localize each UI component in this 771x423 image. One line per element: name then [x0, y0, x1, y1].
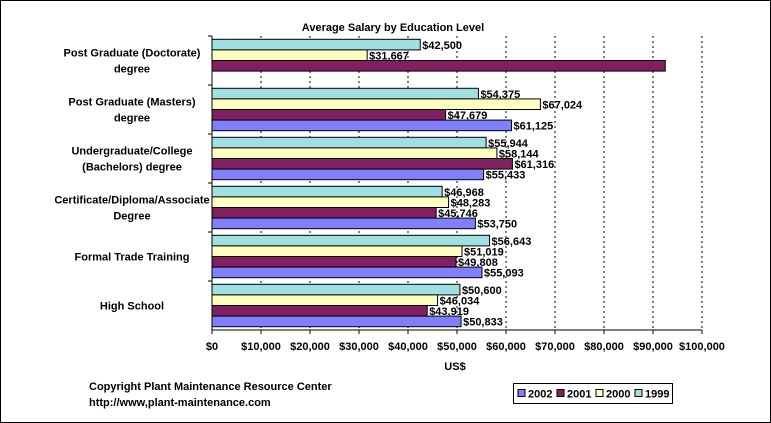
data-label: $42,500: [422, 40, 462, 52]
bar-1999: [211, 136, 487, 149]
data-label: $43,919: [429, 306, 469, 318]
copyright-text: Copyright Plant Maintenance Resource Cen…: [89, 381, 332, 393]
data-label: $48,283: [451, 198, 491, 210]
category-label: degree: [114, 113, 150, 125]
x-tick-label: $20,000: [290, 341, 330, 353]
legend-box: [513, 383, 673, 404]
x-tick-label: $50,000: [437, 341, 477, 353]
bar-1999: [211, 38, 421, 51]
data-label: $67,024: [542, 100, 583, 112]
data-label: $51,019: [464, 247, 504, 259]
category-label: Certificate/Diploma/Associate: [54, 195, 209, 207]
legend-swatch-1999: [634, 389, 643, 397]
x-tick-label: $30,000: [339, 341, 379, 353]
bar-2000: [211, 294, 439, 306]
bar-2000: [211, 49, 368, 62]
x-tick-label: $0: [206, 341, 218, 353]
bar-2002: [211, 217, 476, 230]
category-label: High School: [100, 301, 164, 313]
legend-swatch-2002: [517, 389, 526, 397]
category-label: Degree: [113, 211, 150, 223]
x-tick-label: $100,000: [679, 341, 725, 353]
bar-1999: [211, 234, 491, 247]
data-label: $50,833: [463, 317, 503, 329]
category-label: degree: [114, 64, 150, 76]
x-tick-label: $70,000: [535, 341, 575, 353]
bar-2002: [211, 119, 513, 132]
legend-label-2000: 2000: [606, 389, 630, 401]
bar-2002: [211, 315, 462, 328]
data-label: $55,093: [484, 268, 524, 280]
bar-2001: [211, 109, 447, 121]
data-label: $61,316: [514, 159, 554, 171]
legend-swatch-2001: [556, 389, 565, 397]
data-label: $49,808: [458, 257, 498, 269]
category-label: Undergraduate/College: [71, 146, 192, 158]
data-label: $45,746: [438, 208, 478, 220]
data-label: $46,968: [444, 187, 484, 199]
bar-1999: [211, 185, 443, 198]
bar-2001: [211, 207, 437, 219]
legend-label-2002: 2002: [528, 389, 552, 401]
data-label: $58,144: [499, 149, 540, 161]
x-tick-label: $60,000: [486, 341, 526, 353]
data-label: $53,750: [477, 219, 517, 231]
bar-1999: [211, 87, 479, 100]
data-label: $47,679: [448, 110, 488, 122]
legend-label-2001: 2001: [567, 389, 591, 401]
data-label: $54,375: [480, 89, 520, 101]
bar-1999: [211, 283, 461, 296]
x-tick-label: $40,000: [388, 341, 428, 353]
category-label: Post Graduate (Doctorate): [64, 48, 201, 60]
x-tick-label: $90,000: [633, 341, 673, 353]
data-label: $61,125: [514, 121, 554, 133]
legend-label-1999: 1999: [645, 389, 669, 401]
category-label: Formal Trade Training: [75, 252, 190, 264]
data-label: $55,944: [488, 138, 529, 150]
url-text: http://www,plant-maintenance.com: [89, 397, 271, 409]
bar-2002: [211, 168, 485, 181]
bar-2000: [211, 147, 498, 159]
legend-swatch-2000: [595, 389, 604, 397]
bar-2001: [211, 305, 428, 317]
data-label: $46,034: [440, 296, 481, 308]
data-label: $55,433: [486, 170, 526, 182]
bar-2001: [211, 256, 457, 268]
data-label: $56,643: [492, 236, 532, 248]
bar-2000: [211, 98, 541, 111]
bar-2001: [211, 158, 513, 170]
category-label: Post Graduate (Masters): [68, 97, 195, 109]
bar-2000: [211, 245, 463, 257]
chart-title: Average Salary by Education Level: [302, 22, 484, 34]
data-label: $50,600: [462, 285, 502, 297]
x-tick-label: $80,000: [584, 341, 624, 353]
bar-2002: [211, 266, 483, 279]
x-tick-label: $10,000: [241, 341, 281, 353]
x-axis-label: US$: [444, 361, 465, 373]
category-label: (Bachelors) degree: [82, 162, 182, 174]
bar-2000: [211, 196, 450, 208]
data-label: $31,667: [369, 51, 409, 63]
bar-2001: [211, 60, 666, 72]
